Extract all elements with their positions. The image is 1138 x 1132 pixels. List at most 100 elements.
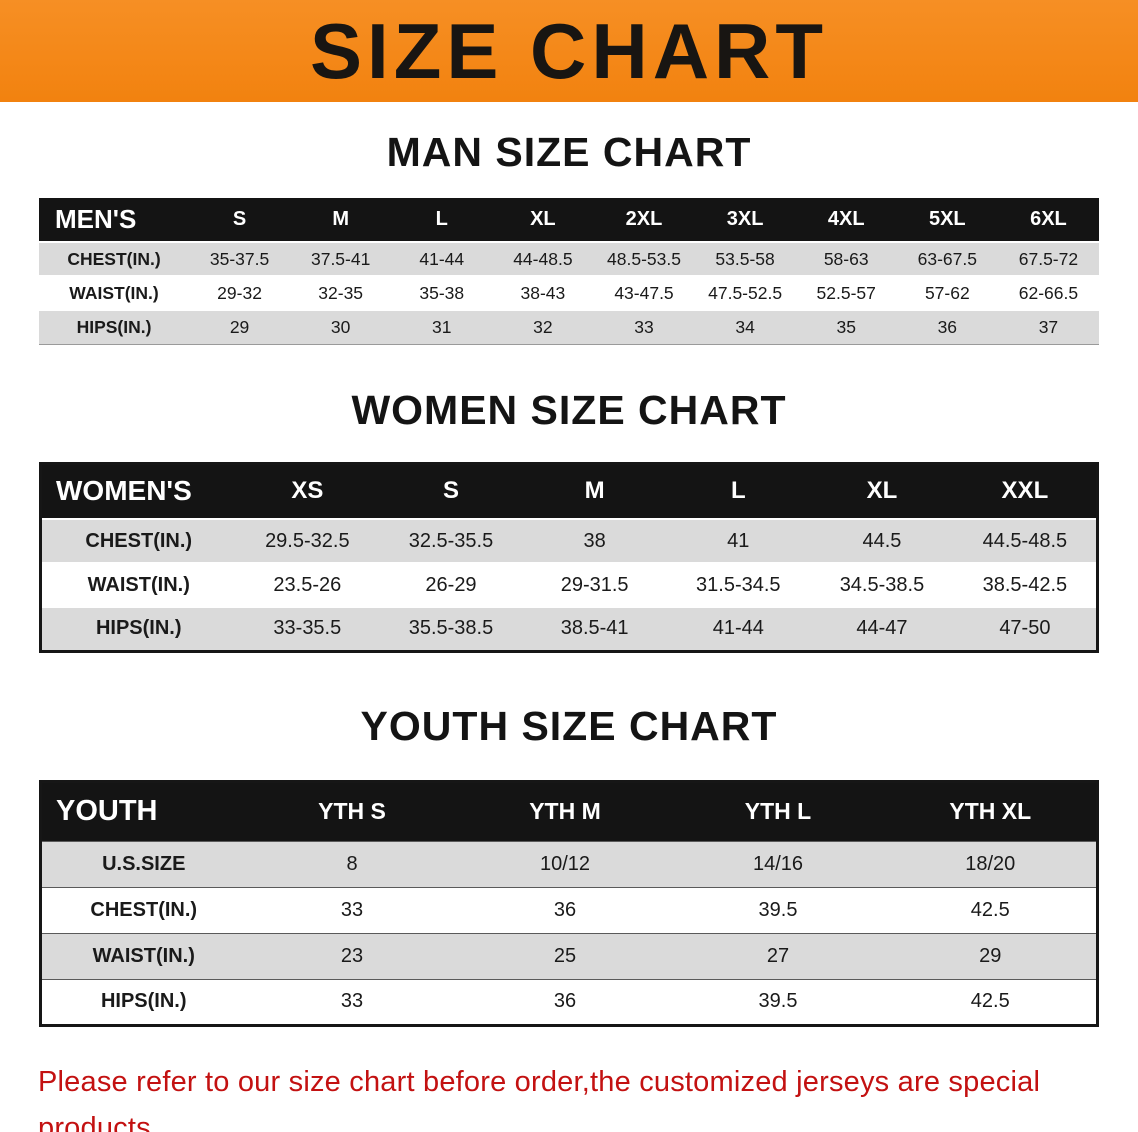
men-cell: 32 xyxy=(492,310,594,344)
men-cell: 41-44 xyxy=(391,242,493,276)
youth-cell: 33 xyxy=(340,990,364,1012)
footer-note: Please refer to our size chart before or… xyxy=(38,1059,1116,1132)
men-size-header: 2XL xyxy=(593,198,695,242)
youth-table-row: CHEST(IN.) 33 36 39.5 42.5 xyxy=(40,887,1098,933)
women-cell: 47-50 xyxy=(953,607,1098,651)
men-cell: 32-35 xyxy=(318,282,364,303)
men-cell: 31 xyxy=(391,310,493,344)
women-cell: 44-47 xyxy=(810,607,954,651)
men-cell: 35-37.5 xyxy=(189,242,291,276)
women-size-header: L xyxy=(666,463,811,519)
women-size-header: XXL xyxy=(953,463,1098,519)
women-cell: 38.5-41 xyxy=(522,607,667,651)
men-size-header: 6XL xyxy=(997,198,1099,242)
women-size-table: WOMEN'S XS S M L XL XXL CHEST(IN.) 29.5-32.5 32.5… xyxy=(39,461,1099,653)
youth-size-header: YTH S xyxy=(245,781,459,841)
youth-cell: 36 xyxy=(553,990,577,1012)
men-size-header: XL xyxy=(492,198,594,242)
men-row-label: HIPS(IN.) xyxy=(39,310,189,344)
youth-size-header: YTH XL xyxy=(884,781,1098,841)
men-size-header: 3XL xyxy=(694,198,796,242)
youth-header-row: YOUTH YTH S YTH M YTH L YTH XL xyxy=(40,781,1098,841)
women-cell: 44.5 xyxy=(810,519,954,563)
men-cell: 38-43 xyxy=(520,282,566,303)
men-table-row: HIPS(IN.) 29 30 31 32 33 34 35 36 37 xyxy=(39,310,1099,344)
men-cell: 67.5-72 xyxy=(997,242,1099,276)
women-cell: 38.5-42.5 xyxy=(982,573,1068,596)
youth-cell: 23 xyxy=(245,933,459,979)
women-cell: 38 xyxy=(522,519,667,563)
youth-size-header: YTH L xyxy=(671,781,885,841)
youth-cell: 33 xyxy=(340,898,364,921)
youth-cell: 39.5 xyxy=(758,990,798,1012)
youth-table-row: U.S.SIZE 8 10/12 14/16 18/20 xyxy=(40,841,1098,887)
men-table-row: CHEST(IN.) 35-37.5 37.5-41 41-44 44-48.5 48.5… xyxy=(39,242,1099,276)
women-cell: 44.5-48.5 xyxy=(953,519,1098,563)
men-cell: 33 xyxy=(593,310,695,344)
women-table-label: WOMEN'S xyxy=(40,463,236,519)
youth-table-row: HIPS(IN.) 33 36 39.5 42.5 xyxy=(40,979,1098,1025)
youth-row-label: CHEST(IN.) xyxy=(90,898,198,921)
youth-size-table: YOUTH YTH S YTH M YTH L YTH XL U.S.SIZE 8 10/12… xyxy=(39,779,1099,1027)
youth-cell: 42.5 xyxy=(970,990,1010,1012)
youth-table-row: WAIST(IN.) 23 25 27 29 xyxy=(40,933,1098,979)
women-row-label: HIPS(IN.) xyxy=(40,607,236,651)
men-row-label: WAIST(IN.) xyxy=(69,282,159,303)
men-cell: 62-66.5 xyxy=(1018,282,1079,303)
youth-size-header: YTH M xyxy=(458,781,672,841)
banner-title: SIZE CHART xyxy=(310,7,828,95)
men-cell: 57-62 xyxy=(924,282,970,303)
men-size-table: MEN'S S M L XL 2XL 3XL 4XL 5XL 6XL CHEST(IN.) 35-37… xyxy=(39,198,1099,345)
men-header-row: MEN'S S M L XL 2XL 3XL 4XL 5XL 6XL xyxy=(39,198,1099,242)
men-size-header: L xyxy=(391,198,493,242)
women-cell: 34.5-38.5 xyxy=(839,573,925,596)
youth-cell: 14/16 xyxy=(671,841,885,887)
women-cell: 41 xyxy=(666,519,811,563)
youth-cell: 27 xyxy=(671,933,885,979)
men-row-label: CHEST(IN.) xyxy=(39,242,189,276)
banner: SIZE CHART xyxy=(0,0,1138,102)
women-cell: 31.5-34.5 xyxy=(696,573,781,596)
men-cell: 29-32 xyxy=(217,282,262,303)
footer-note-line1: Please refer to our size chart before or… xyxy=(38,1065,1041,1132)
men-cell: 47.5-52.5 xyxy=(708,282,783,303)
women-table-row: CHEST(IN.) 29.5-32.5 32.5-35.5 38 41 44.5 44.5… xyxy=(40,519,1098,563)
women-cell: 26-29 xyxy=(425,573,477,596)
youth-row-label: WAIST(IN.) xyxy=(40,933,246,979)
women-cell: 41-44 xyxy=(666,607,811,651)
men-cell: 35 xyxy=(795,310,897,344)
men-size-header: 5XL xyxy=(896,198,998,242)
men-cell: 37 xyxy=(997,310,1099,344)
women-cell: 29.5-32.5 xyxy=(235,519,380,563)
men-cell: 52.5-57 xyxy=(816,282,876,303)
men-size-header: M xyxy=(290,198,392,242)
men-cell: 58-63 xyxy=(795,242,897,276)
youth-section-heading: YOUTH SIZE CHART xyxy=(360,702,778,749)
women-row-label: WAIST(IN.) xyxy=(87,573,190,596)
youth-cell: 10/12 xyxy=(458,841,672,887)
men-cell: 37.5-41 xyxy=(290,242,392,276)
men-cell: 44-48.5 xyxy=(492,242,594,276)
women-cell: 23.5-26 xyxy=(273,573,342,596)
women-cell: 35.5-38.5 xyxy=(379,607,523,651)
men-size-header: 4XL xyxy=(795,198,897,242)
women-table-row: HIPS(IN.) 33-35.5 35.5-38.5 38.5-41 41-44 44-… xyxy=(40,607,1098,651)
youth-row-label: U.S.SIZE xyxy=(40,841,246,887)
men-cell: 53.5-58 xyxy=(694,242,796,276)
men-table-label: MEN'S xyxy=(39,198,189,242)
women-header-row: WOMEN'S XS S M L XL XXL xyxy=(40,463,1098,519)
youth-cell: 39.5 xyxy=(758,898,798,921)
women-size-header: M xyxy=(522,463,667,519)
men-section: MAN SIZE CHART MEN'S S M L XL 2XL 3XL 4XL 5XL 6XL… xyxy=(0,129,1138,345)
men-cell: 63-67.5 xyxy=(896,242,998,276)
women-size-header: XS xyxy=(235,463,380,519)
women-size-header: S xyxy=(379,463,523,519)
youth-cell: 8 xyxy=(245,841,459,887)
youth-table-label: YOUTH xyxy=(40,781,246,841)
youth-section: YOUTH SIZE CHART YOUTH YTH S YTH M YTH L YTH… xyxy=(0,703,1138,1027)
women-section: WOMEN SIZE CHART WOMEN'S XS S M L XL XXL CHEST(… xyxy=(0,387,1138,653)
women-section-heading: WOMEN SIZE CHART xyxy=(351,386,787,433)
men-size-header: S xyxy=(189,198,291,242)
youth-cell: 42.5 xyxy=(970,898,1010,921)
